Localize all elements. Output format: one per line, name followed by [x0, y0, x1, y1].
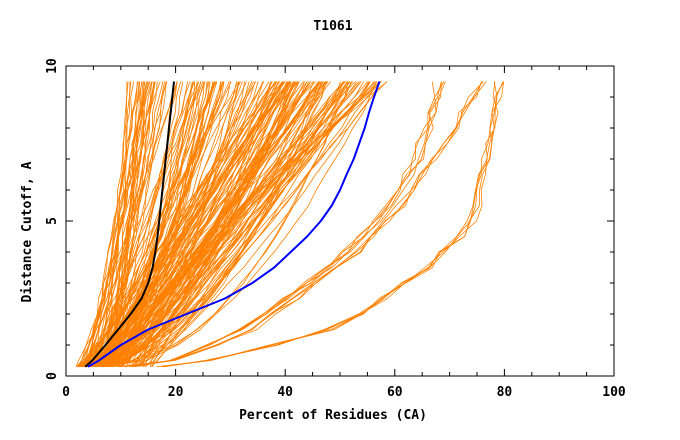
x-tick-label: 40 — [277, 385, 293, 400]
bundle-line-173 — [135, 81, 381, 368]
bundle-line-212 — [163, 81, 505, 368]
bundle-line-186 — [121, 81, 277, 367]
x-tick-label: 0 — [62, 385, 70, 400]
bundle-line-182 — [125, 81, 292, 367]
y-tick-label: 5 — [45, 217, 60, 225]
bundle-line-144 — [78, 81, 200, 368]
bundle-line-176 — [150, 81, 322, 368]
bundle-line-180 — [129, 81, 344, 368]
bundle-line-170 — [103, 81, 283, 368]
bundle-line-129 — [84, 81, 161, 367]
bundle-line-204 — [133, 81, 437, 368]
bundle-line-206 — [120, 81, 487, 368]
bundle-line-174 — [136, 81, 365, 367]
bundle-line-102 — [88, 81, 140, 367]
bundle-line-152 — [142, 81, 388, 367]
bundle-line-52 — [96, 81, 326, 368]
bundle-line-195 — [131, 81, 299, 368]
bundle-line-188 — [145, 81, 381, 367]
bundle-line-203 — [133, 81, 446, 368]
x-tick-label: 60 — [387, 385, 403, 400]
series-line-0 — [84, 81, 175, 368]
bundle-line-95 — [98, 81, 306, 368]
y-axis-label: Distance Cutoff, A — [20, 161, 35, 302]
bundle-line-164 — [105, 81, 362, 368]
y-tick-labels: 0 5 10 — [45, 58, 60, 380]
bundle-line-68 — [96, 81, 352, 368]
x-tick-label: 80 — [497, 385, 513, 400]
bundle-line-139 — [95, 81, 139, 367]
axis-ticks — [65, 65, 615, 377]
x-tick-label: 20 — [168, 385, 184, 400]
bundle-line-185 — [103, 81, 381, 367]
bundle-line-47 — [75, 81, 239, 367]
curves-layer — [75, 81, 505, 368]
bundle-line-196 — [108, 81, 281, 367]
series-line-1 — [87, 81, 381, 368]
bundle-line-112 — [101, 81, 214, 368]
bundle-line-178 — [102, 81, 277, 367]
bundle-line-58 — [98, 81, 167, 367]
bundle-line-93 — [76, 81, 242, 367]
bundle-line-161 — [131, 81, 369, 367]
bundle-line-162 — [100, 81, 283, 367]
bundle-line-213 — [164, 81, 504, 368]
bundle-line-207 — [123, 81, 484, 368]
bundle-line-86 — [95, 81, 191, 367]
bundle-line-85 — [94, 81, 377, 368]
bundle-line-201 — [130, 81, 442, 368]
bundle-line-194 — [141, 81, 291, 367]
bundle-line-151 — [106, 81, 284, 367]
bundle-line-115 — [102, 81, 129, 367]
bundle-line-146 — [78, 81, 202, 367]
bundle-line-143 — [83, 81, 155, 367]
bundle-line-28 — [112, 81, 165, 367]
bundle-line-189 — [104, 81, 356, 367]
bundle-line-181 — [151, 81, 349, 367]
bundle-line-140 — [107, 81, 131, 367]
bundle-line-208 — [118, 81, 483, 368]
bundle-line-199 — [145, 81, 279, 368]
y-tick-label: 0 — [45, 372, 60, 380]
x-tick-label: 100 — [602, 385, 626, 400]
chart-title: T1061 — [313, 19, 352, 34]
bundle-line-99 — [91, 81, 351, 367]
bundle-line-202 — [132, 81, 445, 368]
x-axis-label: Percent of Residues (CA) — [239, 408, 427, 423]
bundle-line-69 — [93, 81, 128, 367]
bundle-line-168 — [134, 81, 317, 367]
bundle-line-197 — [144, 81, 319, 367]
bundle-line-136 — [82, 81, 195, 367]
x-tick-labels: 0 20 40 60 80 100 — [62, 385, 626, 400]
y-tick-label: 10 — [45, 58, 60, 74]
bundle-line-134 — [108, 81, 216, 367]
